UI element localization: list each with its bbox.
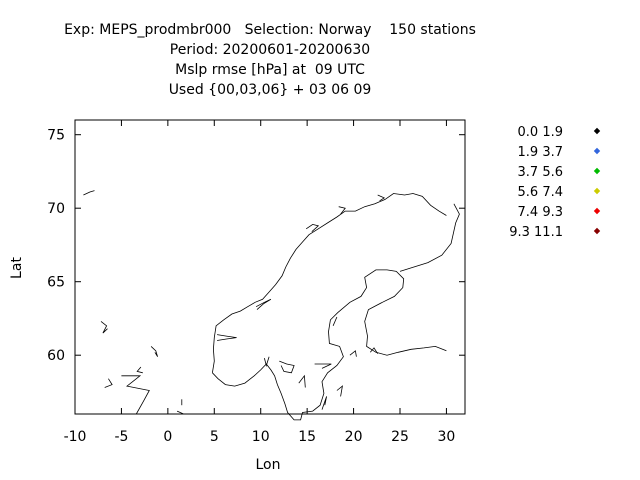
y-axis-label: Lat [9,257,25,279]
legend-label: 1.9 3.7 [518,145,563,160]
legend: 0.0 1.9 1.9 3.7 3.7 5.6 5.6 7.4 7.4 9.3 9.3 1… [509,125,601,240]
coastline-segment [255,298,272,310]
x-tick-label: 30 [438,429,456,445]
x-tick-label: -10 [64,429,87,445]
legend-label: 7.4 9.3 [518,205,563,220]
x-tick-label: 25 [391,429,409,445]
legend-marker [593,147,601,155]
legend-label: 9.3 11.1 [509,225,563,240]
coastline-segment [336,385,343,397]
coastline-segment [349,350,357,357]
x-tick-label: 10 [252,429,270,445]
coastline-segment [100,321,108,334]
coastline-segment [121,375,150,415]
legend-marker [593,127,601,135]
coastline-segment [369,347,379,354]
coastline-segment [314,363,332,369]
coastline-segment [305,223,320,232]
coastline-segment [377,194,386,202]
legend-marker [593,227,601,235]
legend-label: 5.6 7.4 [518,185,563,200]
title-line-1: Exp: MEPS_prodmbr000 Selection: Norway 1… [64,22,476,38]
coastline-segment [399,203,460,272]
x-tick-label: 15 [298,429,316,445]
x-axis: -10 -5 0 5 10 15 20 25 30 [64,120,456,445]
x-tick-label: 5 [210,429,219,445]
y-tick-label: 70 [47,201,65,217]
coastline-segment [321,396,327,410]
plot-frame [74,119,466,415]
x-tick-label: -5 [114,429,128,445]
legend-marker [593,187,601,195]
y-axis: 60 65 70 75 [47,128,465,364]
coastline-segment [150,346,158,357]
coastline-segment [212,193,447,373]
y-tick-label: 65 [47,275,65,291]
title-line-4: Used {00,03,06} + 03 06 09 [168,82,372,98]
y-tick-label: 60 [47,348,65,364]
coastline-segment [298,374,306,388]
coastline-segment [264,356,270,367]
title-line-3: Mslp rmse [hPa] at 09 UTC [175,62,365,78]
coastline-segment [217,334,237,341]
legend-label: 3.7 5.6 [518,165,563,180]
coastline-map [83,190,460,421]
x-axis-label: Lon [256,457,281,473]
coastline-segment [136,366,143,374]
coastline-segment [83,190,95,196]
legend-marker [593,167,601,175]
coastline-segment [212,269,447,421]
station-markers [87,0,457,404]
x-tick-label: 0 [163,429,172,445]
coastline-segment [332,316,338,326]
coastline-segment [104,378,113,388]
x-tick-label: 20 [345,429,363,445]
legend-marker [593,207,601,215]
coastline-segment [279,360,295,374]
y-tick-label: 75 [47,128,65,144]
legend-label: 0.0 1.9 [518,125,563,140]
coastline-segment [338,206,346,215]
title-line-2: Period: 20200601-20200630 [169,42,371,58]
